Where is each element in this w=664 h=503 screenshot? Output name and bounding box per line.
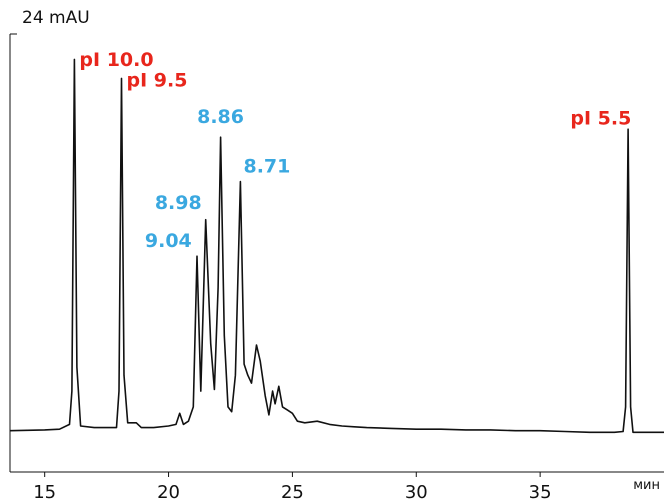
peak-label-0: pI 10.0: [79, 49, 153, 71]
axes: 15 20 25 30 35: [9, 33, 664, 503]
y-axis-unit-label: 24 mAU: [22, 8, 90, 28]
x-tick-label-30: 30: [405, 482, 428, 503]
trace-line: [9, 58, 664, 434]
x-axis-unit-label: мин: [633, 478, 660, 493]
x-tick-label-35: 35: [529, 482, 552, 503]
x-tick-label-15: 15: [33, 482, 56, 503]
peak-label-6: pI 5.5: [570, 107, 631, 129]
x-tick-label-20: 20: [157, 482, 180, 503]
peak-label-3: 8.71: [243, 155, 290, 177]
peak-labels: pI 10.0pI 9.5 8.86 8.71 8.98 9.04 pI 5.5: [79, 49, 631, 252]
peak-label-2: 8.86: [197, 106, 244, 128]
trace-layer: [9, 58, 664, 434]
peak-label-1: pI 9.5: [126, 69, 187, 91]
peak-label-4: 8.98: [155, 192, 202, 214]
peak-label-5: 9.04: [145, 230, 192, 252]
x-tick-label-25: 25: [281, 482, 304, 503]
